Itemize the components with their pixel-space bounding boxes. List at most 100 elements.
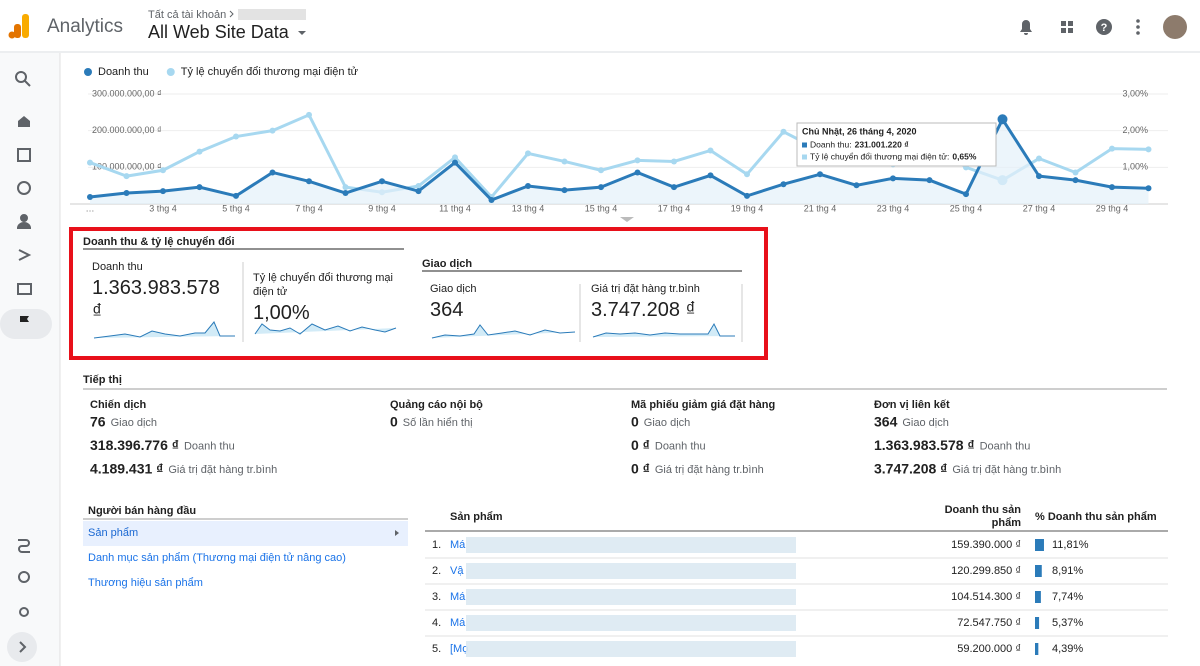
view-selector[interactable]: All Web Site Data bbox=[148, 22, 290, 42]
row-rank: 4. bbox=[432, 617, 441, 629]
search-icon[interactable] bbox=[15, 71, 27, 83]
realtime-icon[interactable] bbox=[17, 181, 31, 195]
sparkline bbox=[431, 324, 576, 339]
data-point[interactable] bbox=[634, 157, 641, 164]
data-point[interactable] bbox=[1072, 177, 1079, 184]
more-icon[interactable] bbox=[1136, 19, 1140, 35]
data-point[interactable] bbox=[123, 173, 130, 180]
breadcrumb-chevron bbox=[229, 10, 234, 18]
share-label: 5,37% bbox=[1052, 617, 1083, 629]
help-icon[interactable] bbox=[1096, 19, 1112, 35]
data-point[interactable] bbox=[780, 181, 787, 188]
audience-icon[interactable] bbox=[20, 214, 28, 222]
data-point[interactable] bbox=[415, 183, 422, 190]
product-name[interactable]: [Mọ bbox=[450, 643, 468, 655]
product-name[interactable]: Vậ bbox=[450, 565, 464, 577]
product-name[interactable]: Má bbox=[450, 539, 466, 551]
data-point[interactable] bbox=[598, 167, 604, 174]
data-point[interactable] bbox=[233, 192, 239, 199]
data-point[interactable] bbox=[890, 175, 896, 182]
data-point[interactable] bbox=[452, 159, 458, 166]
data-point[interactable] bbox=[415, 188, 422, 195]
expand-button[interactable] bbox=[7, 632, 37, 662]
data-point[interactable] bbox=[269, 169, 276, 176]
metric-label: Giao dịch bbox=[902, 417, 948, 429]
data-point[interactable] bbox=[196, 148, 203, 155]
admin-icon[interactable] bbox=[19, 607, 29, 617]
data-point[interactable] bbox=[123, 190, 130, 196]
data-point[interactable] bbox=[817, 171, 823, 178]
data-point[interactable] bbox=[707, 172, 714, 179]
data-point[interactable] bbox=[1072, 169, 1079, 176]
dropdown-arrow[interactable] bbox=[298, 31, 306, 35]
attribution-icon[interactable] bbox=[18, 539, 30, 553]
data-point[interactable] bbox=[269, 127, 276, 134]
data-point[interactable] bbox=[525, 150, 531, 157]
y2-tick-label: 1,00% bbox=[1122, 162, 1148, 172]
discover-icon[interactable] bbox=[18, 571, 30, 583]
metric-label: Giá trị đặt hàng tr.bình bbox=[952, 464, 1061, 476]
customization-icon[interactable] bbox=[17, 148, 31, 162]
seller-option[interactable]: Danh mục sản phẩm (Thương mại điện tử nâ… bbox=[88, 552, 346, 564]
data-point[interactable] bbox=[452, 154, 458, 161]
product-name[interactable]: Má bbox=[450, 591, 466, 603]
data-point[interactable] bbox=[196, 184, 203, 191]
behavior-icon[interactable] bbox=[17, 283, 32, 295]
data-point[interactable] bbox=[1109, 145, 1115, 152]
data-point[interactable] bbox=[233, 133, 239, 140]
data-point[interactable] bbox=[561, 158, 568, 165]
data-point[interactable] bbox=[598, 184, 604, 191]
acquisition-icon[interactable] bbox=[18, 249, 32, 261]
metric-value: 364 bbox=[874, 414, 898, 430]
data-point[interactable] bbox=[671, 184, 677, 191]
chart-collapse-handle[interactable] bbox=[620, 217, 634, 222]
data-point[interactable] bbox=[1036, 155, 1042, 162]
home-icon[interactable] bbox=[18, 116, 30, 127]
x-tick-label: 25 thg 4 bbox=[950, 203, 983, 213]
data-point[interactable] bbox=[744, 171, 750, 178]
data-point[interactable] bbox=[671, 158, 677, 165]
data-point[interactable] bbox=[342, 190, 349, 196]
x-tick-label: … bbox=[86, 203, 95, 213]
metric-label: Giá trị đặt hàng tr.bình bbox=[168, 464, 277, 476]
data-point[interactable] bbox=[306, 111, 312, 118]
data-point[interactable] bbox=[87, 159, 93, 166]
seller-option[interactable]: Thương hiệu sản phẩm bbox=[88, 577, 203, 589]
data-point[interactable] bbox=[1036, 173, 1042, 180]
data-point[interactable] bbox=[634, 169, 641, 176]
data-point[interactable] bbox=[744, 192, 750, 199]
data-point[interactable] bbox=[525, 183, 531, 190]
blurred-account bbox=[238, 9, 306, 20]
data-point[interactable] bbox=[160, 188, 166, 195]
conversions-selected[interactable] bbox=[0, 309, 52, 339]
avatar[interactable] bbox=[1163, 15, 1187, 39]
metric-label: Doanh thu bbox=[655, 440, 706, 452]
seller-option[interactable]: Sản phẩm bbox=[88, 527, 138, 539]
product-name[interactable]: Má bbox=[450, 617, 466, 629]
data-point[interactable] bbox=[1145, 185, 1152, 192]
data-point[interactable] bbox=[488, 196, 495, 203]
metric-label: Số lần hiển thị bbox=[403, 417, 473, 429]
data-point[interactable] bbox=[707, 147, 714, 154]
product-revenue: 59.200.000 ₫ bbox=[957, 643, 1021, 655]
data-point[interactable] bbox=[997, 114, 1008, 125]
data-point[interactable] bbox=[926, 177, 933, 184]
sparkline bbox=[254, 323, 397, 335]
blurred-name bbox=[466, 641, 796, 657]
data-point[interactable] bbox=[160, 167, 166, 174]
data-point[interactable] bbox=[1109, 184, 1115, 191]
data-point[interactable] bbox=[853, 182, 860, 189]
data-point[interactable] bbox=[963, 191, 969, 198]
data-point[interactable] bbox=[87, 194, 93, 201]
metric-value: 4.189.431 ₫ bbox=[90, 461, 163, 477]
data-point[interactable] bbox=[342, 184, 349, 191]
data-point[interactable] bbox=[561, 187, 568, 194]
data-point[interactable] bbox=[780, 128, 787, 135]
data-point[interactable] bbox=[1145, 146, 1152, 153]
breadcrumb[interactable]: Tất cả tài khoản bbox=[148, 9, 226, 21]
share-bar bbox=[1035, 539, 1044, 551]
apps-icon[interactable] bbox=[1061, 21, 1073, 33]
notifications-icon[interactable] bbox=[1020, 20, 1032, 35]
data-point[interactable] bbox=[306, 178, 312, 185]
data-point[interactable] bbox=[379, 178, 385, 185]
